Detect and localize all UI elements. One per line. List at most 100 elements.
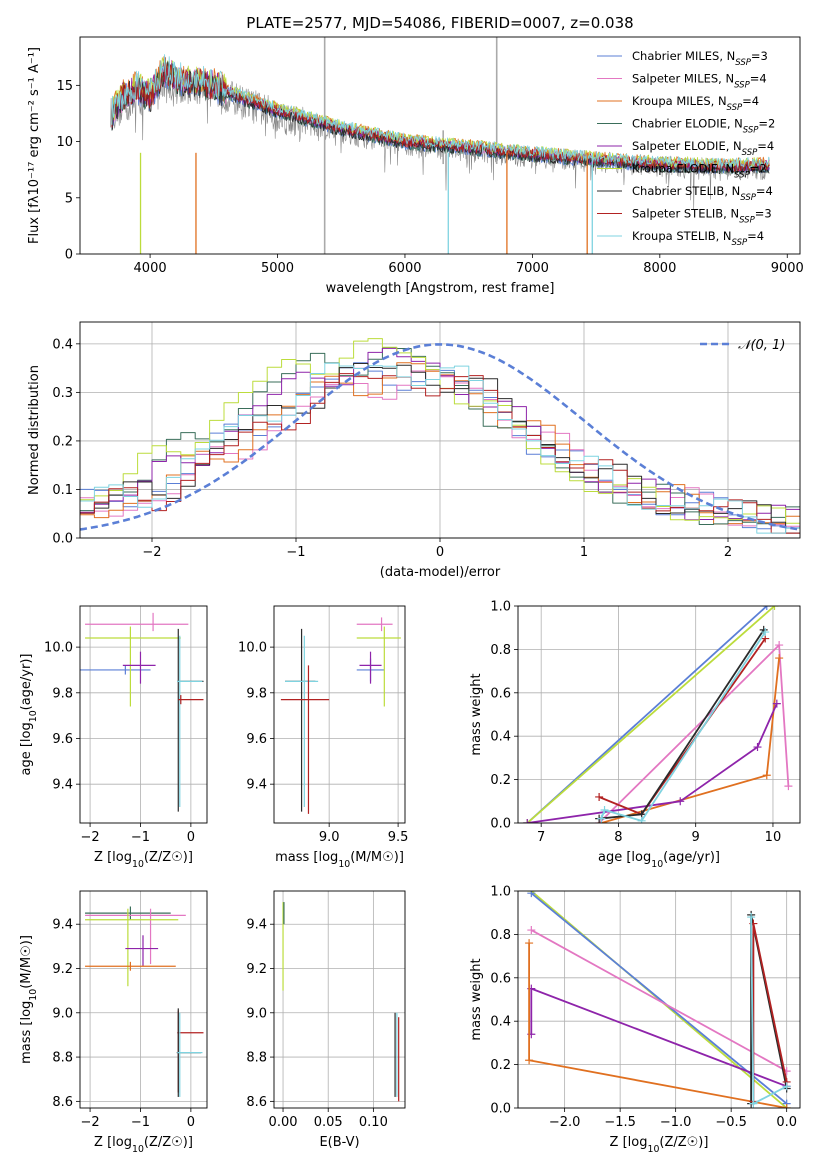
plot-area	[523, 606, 793, 823]
x-tick-label: 9	[692, 830, 700, 845]
weight-marker	[597, 814, 606, 823]
y-tick-label: 0.4	[490, 730, 511, 745]
y-axis-label: mass weight	[469, 673, 484, 755]
y-axis-label: Normed distribution	[27, 365, 42, 495]
legend-entry: Salpeter STELIB, NSSP=3	[632, 207, 772, 226]
y-axis-label: mass weight	[469, 958, 484, 1040]
plot-area	[85, 906, 204, 1097]
axes-frame	[79, 36, 801, 255]
figure-title: PLATE=2577, MJD=54086, FIBERID=0007, z=0…	[246, 14, 633, 32]
weight-marker	[676, 797, 685, 806]
weight-marker	[762, 771, 771, 780]
y-tick-label: 0.3	[52, 386, 73, 401]
axes-frame	[517, 890, 801, 1109]
x-tick-label: 1	[580, 545, 588, 560]
axes-frame	[79, 321, 801, 539]
legend-entry: Salpeter MILES, NSSP=4	[632, 72, 767, 91]
weight-marker	[600, 805, 609, 814]
panel-residuals: −2 −1 0 1 2 0.0 0.1 0.2 0.3 0.4 (data-model)/error…	[27, 321, 801, 580]
y-tick-label: 9.4	[52, 918, 73, 933]
weight-marker	[772, 699, 781, 708]
x-tick-label: 8	[614, 830, 622, 845]
x-tick-label: 4000	[134, 261, 167, 276]
y-tick-label: 0.0	[490, 817, 511, 832]
y-tick-label: 0.6	[490, 971, 511, 986]
legend-entry: Chabrier ELODIE, NSSP=2	[632, 117, 775, 136]
x-tick-label: 8000	[643, 261, 676, 276]
plot-area	[525, 891, 791, 1108]
weight-marker	[753, 743, 762, 752]
weight-marker	[775, 641, 784, 650]
x-tick-label: 5000	[261, 261, 294, 276]
histogram-series	[80, 362, 800, 534]
weight-marker	[525, 1056, 534, 1065]
x-tick-label: 9.0	[319, 830, 340, 845]
panel-age-vs-mass: 9.0 9.5 9.4 9.6 9.8 10.0 mass [log10(M/M☉)]	[238, 605, 409, 870]
y-tick-label: 0.0	[490, 1102, 511, 1117]
plot-area	[80, 612, 204, 812]
y-tick-label: 0.2	[490, 773, 511, 788]
axes-frame	[79, 605, 208, 824]
panel-weight-vs-Z: −2.0 −1.5 −1.0 −0.5 0.0 0.0 0.2 0.4 0.6 0.8 1.0 Z […	[469, 885, 801, 1155]
y-tick-label: 9.4	[52, 778, 73, 793]
y-tick-label: 9.4	[246, 778, 267, 793]
x-axis-label: Z [log10(Z/Z☉)]	[94, 850, 193, 870]
y-tick-label: 9.8	[246, 686, 267, 701]
x-tick-label: 0.05	[314, 1115, 343, 1130]
x-axis-label: Z [log10(Z/Z☉)]	[610, 1135, 709, 1155]
x-tick-label: 0	[187, 1115, 195, 1130]
panel-spectrum: 4000 5000 6000 7000 8000 9000 0 5 10 15 wavelength…	[27, 36, 804, 296]
x-tick-label: 7000	[516, 261, 549, 276]
y-axis-label: Flux [fλ10⁻¹⁷ erg cm⁻² s⁻¹ A⁻¹]	[27, 47, 42, 244]
y-tick-label: 1.0	[490, 885, 511, 900]
y-tick-label: 10.0	[238, 641, 267, 656]
weight-line	[599, 629, 765, 820]
weight-line	[600, 631, 766, 822]
y-tick-label: 9.8	[52, 686, 73, 701]
plot-area	[110, 37, 770, 254]
y-tick-label: 9.2	[246, 962, 267, 977]
legend: 𝒩(0, 1)	[700, 338, 785, 353]
weight-marker	[637, 816, 646, 823]
legend-entry: Salpeter ELODIE, NSSP=4	[632, 139, 774, 158]
y-tick-label: 8.8	[52, 1051, 73, 1066]
legend-entry: Kroupa STELIB, NSSP=4	[632, 229, 764, 248]
y-tick-label: 9.2	[52, 962, 73, 977]
y-tick-label: 8.8	[246, 1051, 267, 1066]
model-spectrum	[111, 57, 770, 172]
y-tick-label: 9.0	[52, 1006, 73, 1021]
x-tick-label: −2.0	[549, 1115, 581, 1130]
x-axis-label: age [log10(age/yr)]	[598, 850, 720, 870]
panel-mass-vs-EBV: 0.00 0.05 0.10 8.6 8.8 9.0 9.2 9.4 E(B-V)	[246, 890, 406, 1150]
x-axis-label: wavelength [Angstrom, rest frame]	[326, 281, 555, 296]
y-tick-label: 0.4	[52, 337, 73, 352]
weight-marker	[782, 1082, 791, 1091]
weight-line	[530, 987, 788, 1088]
y-axis-label: age [log10(age/yr)]	[19, 654, 39, 776]
weight-marker	[523, 819, 532, 823]
x-axis-label: Z [log10(Z/Z☉)]	[94, 1135, 193, 1155]
y-tick-label: 0.6	[490, 686, 511, 701]
legend-entry: Chabrier STELIB, NSSP=4	[632, 184, 773, 203]
y-tick-label: 15	[56, 79, 73, 94]
x-tick-label: 9000	[771, 261, 804, 276]
x-tick-label: −2	[80, 1115, 99, 1130]
weight-line	[530, 892, 788, 1105]
y-tick-label: 9.0	[246, 1006, 267, 1021]
x-tick-label: 0.10	[359, 1115, 388, 1130]
x-tick-label: 9.5	[388, 830, 409, 845]
y-axis-label: mass [log10(M/M☉)]	[19, 935, 39, 1064]
x-axis-label: mass [log10(M/M☉)]	[275, 850, 404, 870]
legend-entry: 𝒩(0, 1)	[738, 338, 785, 353]
model-spectrum	[111, 54, 770, 169]
y-tick-label: 10.0	[44, 641, 73, 656]
weight-marker	[775, 654, 784, 663]
weight-marker	[749, 1099, 758, 1108]
legend-entry: Chabrier MILES, NSSP=3	[632, 49, 768, 68]
x-tick-label: −1	[131, 830, 150, 845]
legend-entry: Kroupa ELODIE, NSSP=2	[632, 162, 767, 181]
weight-marker	[784, 782, 793, 791]
y-tick-label: 0.0	[52, 532, 73, 547]
plot-area	[280, 617, 401, 814]
